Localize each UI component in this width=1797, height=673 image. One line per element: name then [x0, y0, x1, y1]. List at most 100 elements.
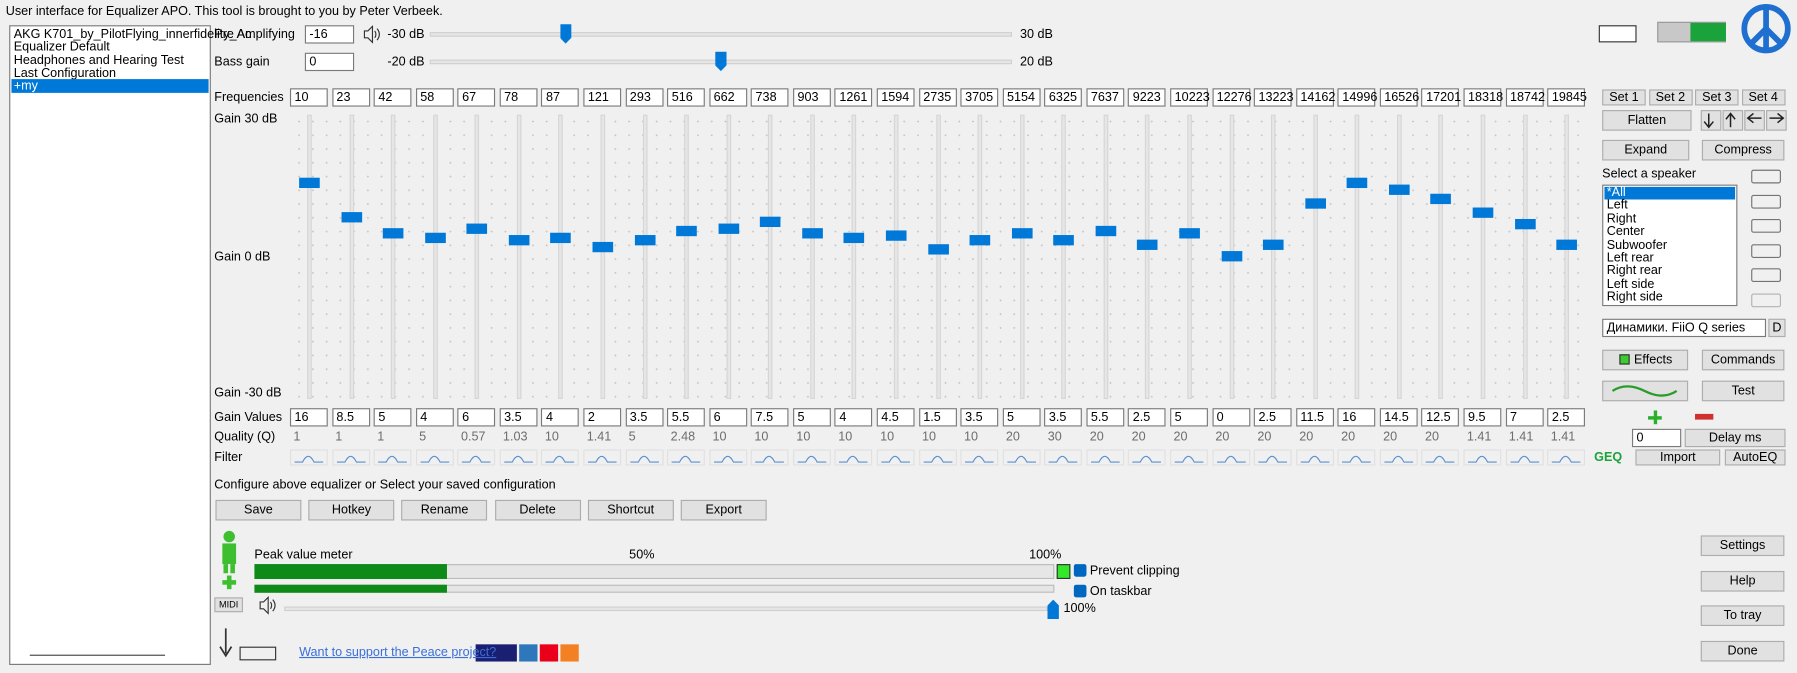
- filter-button[interactable]: [1505, 449, 1544, 466]
- frequency-input[interactable]: 2735: [918, 88, 957, 107]
- filter-button[interactable]: [1044, 449, 1083, 466]
- filter-button[interactable]: [1128, 449, 1166, 466]
- gain-input[interactable]: 4: [834, 408, 873, 427]
- speaker-item[interactable]: Left side: [1606, 277, 1655, 291]
- filter-button[interactable]: [667, 449, 705, 466]
- speaker-tool-icon[interactable]: [1751, 292, 1781, 307]
- gain-slider-thumb[interactable]: [1011, 228, 1033, 239]
- filter-button[interactable]: [415, 449, 454, 466]
- gain-slider-thumb[interactable]: [1556, 239, 1578, 250]
- filter-button[interactable]: [1086, 449, 1125, 466]
- gain-slider-thumb[interactable]: [1095, 225, 1117, 237]
- speaker-item[interactable]: Right side: [1606, 290, 1663, 305]
- gain-input[interactable]: 4: [541, 408, 580, 427]
- frequency-input[interactable]: 14996: [1337, 88, 1377, 107]
- configuration-item[interactable]: Last Configuration: [13, 66, 117, 81]
- gain-slider-thumb[interactable]: [927, 244, 949, 255]
- frequency-input[interactable]: 662: [709, 88, 747, 107]
- gain-input[interactable]: 0: [1211, 408, 1250, 427]
- support-link[interactable]: Want to support the Peace project?: [299, 645, 497, 660]
- remove-band-button[interactable]: [1695, 413, 1714, 420]
- configuration-item[interactable]: +my: [11, 79, 209, 94]
- add-band-button[interactable]: [1646, 410, 1663, 425]
- gain-slider-thumb[interactable]: [1221, 251, 1242, 262]
- frequency-input[interactable]: 6325: [1044, 88, 1083, 107]
- gain-input[interactable]: 11.5: [1295, 408, 1334, 427]
- speaker-icon[interactable]: [362, 25, 380, 44]
- gain-input[interactable]: 3.5: [1044, 408, 1083, 427]
- gain-input[interactable]: 14.5: [1379, 408, 1418, 427]
- gain-slider-thumb[interactable]: [592, 241, 614, 253]
- filter-button[interactable]: [373, 449, 412, 466]
- filter-button[interactable]: [331, 449, 370, 466]
- gain-input[interactable]: 5.5: [1086, 408, 1125, 427]
- speaker-tool-icon[interactable]: [1751, 194, 1781, 209]
- waveform-button[interactable]: [1602, 380, 1689, 402]
- gain-slider-thumb[interactable]: [760, 216, 781, 228]
- filter-button[interactable]: [289, 449, 328, 466]
- frequency-input[interactable]: 23: [331, 88, 370, 107]
- gain-input[interactable]: 6: [709, 408, 747, 427]
- gain-input[interactable]: 5: [1170, 408, 1208, 427]
- filter-button[interactable]: [1547, 449, 1586, 466]
- effects-button[interactable]: Effects: [1602, 349, 1689, 371]
- frequency-input[interactable]: 18318: [1463, 88, 1503, 107]
- gain-input[interactable]: 4.5: [876, 408, 915, 427]
- expand-button[interactable]: Expand: [1602, 139, 1690, 161]
- device-button[interactable]: D: [1768, 318, 1786, 338]
- gain-input[interactable]: 2.5: [1253, 408, 1292, 427]
- gain-input[interactable]: 2: [583, 408, 622, 427]
- frequency-input[interactable]: 78: [499, 88, 538, 107]
- speaker-item[interactable]: Subwoofer: [1606, 238, 1668, 252]
- filter-button[interactable]: [709, 449, 747, 466]
- frequency-input[interactable]: 58: [415, 88, 454, 107]
- gain-slider-thumb[interactable]: [299, 178, 320, 189]
- gain-slider-thumb[interactable]: [885, 230, 907, 241]
- filter-button[interactable]: [1253, 449, 1292, 466]
- frequency-input[interactable]: 1594: [876, 88, 915, 107]
- filter-button[interactable]: [1170, 449, 1208, 466]
- speaker-tool-icon[interactable]: [1751, 268, 1781, 283]
- gain-input[interactable]: 2.5: [1128, 408, 1166, 427]
- window-icon[interactable]: [1598, 25, 1637, 43]
- frequency-input[interactable]: 19845: [1547, 88, 1587, 107]
- gain-slider-thumb[interactable]: [424, 232, 446, 244]
- gain-slider-thumb[interactable]: [1388, 184, 1410, 196]
- filter-button[interactable]: [792, 449, 831, 466]
- frequency-input[interactable]: 903: [792, 88, 831, 107]
- frequency-input[interactable]: 16526: [1379, 88, 1419, 107]
- configuration-item[interactable]: Headphones and Hearing Test: [13, 53, 184, 68]
- config-button[interactable]: Save: [215, 499, 302, 521]
- arrow-button[interactable]: [1744, 110, 1765, 131]
- gain-input[interactable]: 3.5: [960, 408, 999, 427]
- arrow-button[interactable]: [1700, 110, 1722, 131]
- filter-button[interactable]: [625, 449, 664, 466]
- frequency-input[interactable]: 10: [289, 88, 328, 107]
- speaker-item[interactable]: Left rear: [1606, 251, 1654, 265]
- speaker-tool-icon[interactable]: [1751, 243, 1781, 258]
- filter-button[interactable]: [960, 449, 999, 466]
- slider-thumb[interactable]: [559, 24, 572, 44]
- filter-button[interactable]: [1337, 449, 1376, 466]
- gain-input[interactable]: 3.5: [499, 408, 538, 427]
- import-button[interactable]: Import: [1635, 449, 1721, 466]
- frequency-input[interactable]: 293: [625, 88, 664, 107]
- gain-slider-thumb[interactable]: [1304, 198, 1326, 209]
- gain-input[interactable]: 7: [1505, 408, 1544, 427]
- geq-button[interactable]: GEQ: [1594, 450, 1623, 465]
- delay-input[interactable]: 0: [1631, 428, 1682, 448]
- midi-button[interactable]: MIDI: [214, 597, 243, 613]
- down-arrow-icon[interactable]: [218, 628, 234, 658]
- frequency-input[interactable]: 67: [457, 88, 496, 107]
- frequency-input[interactable]: 1261: [834, 88, 873, 107]
- gain-input[interactable]: 12.5: [1421, 408, 1460, 427]
- test-button[interactable]: Test: [1701, 380, 1785, 402]
- filter-button[interactable]: [1295, 449, 1334, 466]
- filter-button[interactable]: [834, 449, 873, 466]
- gain-slider-thumb[interactable]: [1179, 228, 1200, 239]
- frequency-input[interactable]: 12276: [1211, 88, 1252, 107]
- set-button[interactable]: Set 3: [1695, 89, 1739, 106]
- gain-slider-thumb[interactable]: [1472, 207, 1494, 219]
- volume-thumb[interactable]: [1047, 599, 1059, 620]
- frequency-input[interactable]: 14162: [1295, 88, 1335, 107]
